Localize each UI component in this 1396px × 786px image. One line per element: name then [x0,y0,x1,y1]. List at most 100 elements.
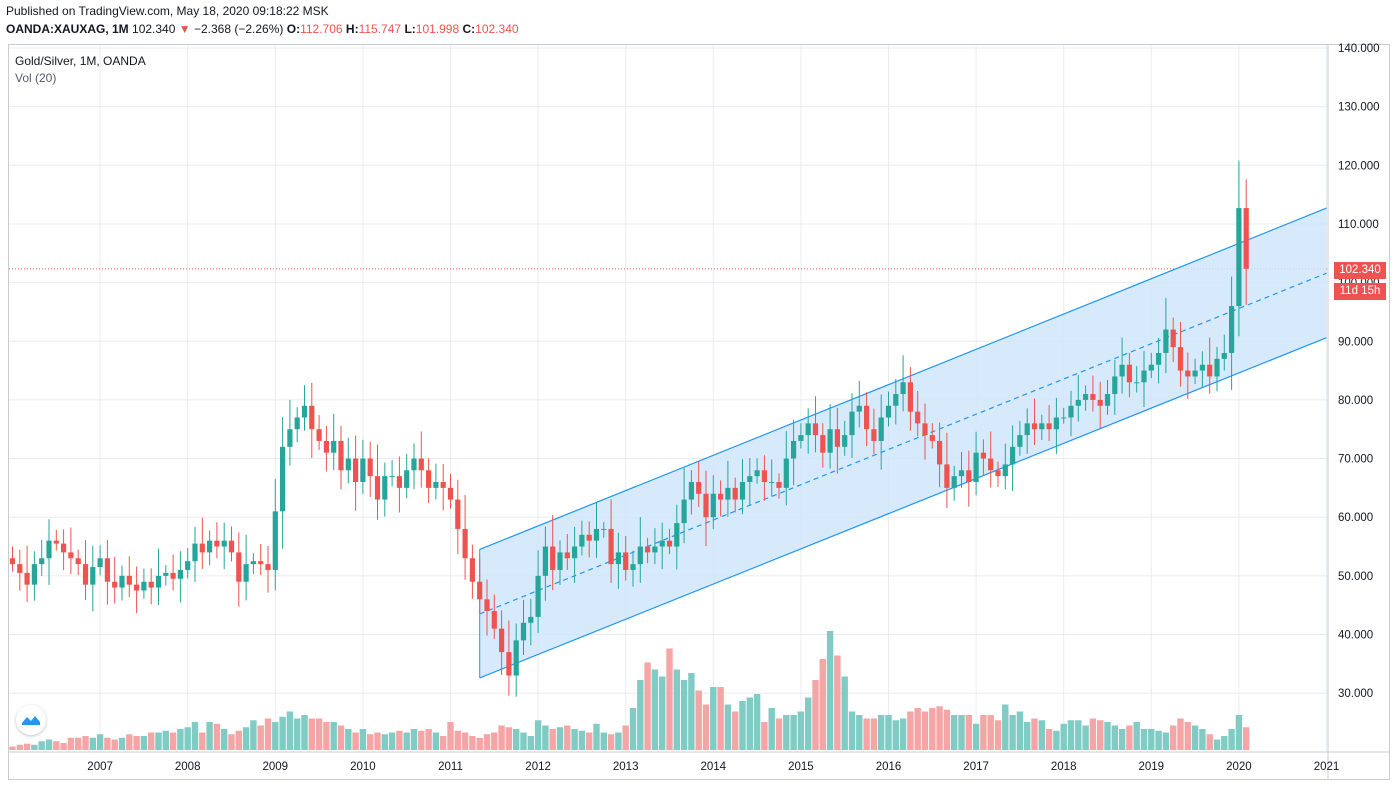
candle-body [53,540,59,544]
volume-bar [257,725,264,750]
change-arrow-icon: ▼ [178,22,191,36]
volume-bar [75,737,82,750]
candle-body [46,540,52,559]
volume-bar [221,729,228,750]
regression-channel [479,207,1327,679]
candle-body [404,470,410,488]
volume-bar [622,725,629,750]
time-axis: 2007 2008 2009 2010 2011 2012 2013 2014 2015 2016… [9,751,1389,773]
volume-bar [1075,720,1082,750]
candle-body [170,572,176,579]
price-tick-label: 70.000 [1338,454,1373,466]
candle-body [718,493,724,500]
candle-body [980,452,986,459]
candle-body [119,575,125,588]
candle-body [104,558,110,582]
candle-body [776,482,782,488]
volume-bar [578,730,586,750]
candle-body [557,552,563,570]
price-tick-label: 40.000 [1338,630,1373,642]
candle-body [915,411,921,424]
candle-body [418,458,424,471]
candle-body [944,464,950,488]
legend-indicator[interactable]: Vol (20) [15,71,57,85]
candle-body [426,470,432,488]
candle-body [243,564,249,582]
candle-body [1097,399,1103,406]
volume-bar [403,732,410,750]
volume-bar [396,730,403,750]
volume-bar [206,722,213,750]
candle-body [1199,364,1205,371]
candle-body [1207,364,1213,377]
chart-frame[interactable] [8,44,1390,780]
volume-bar [710,687,717,750]
candle-body [710,493,716,518]
tradingview-logo-icon[interactable] [16,705,46,735]
volume-bar [1118,729,1126,750]
volume-bar [213,723,221,750]
volume-bar [301,715,308,750]
volume-bar [1126,725,1133,750]
volume-bar [637,680,644,750]
candle-body [141,581,147,591]
volume-bar [388,732,396,750]
candle-body [1170,329,1176,348]
volume-bar [1067,720,1075,750]
candle-body [754,470,760,477]
volume-bar [856,715,863,750]
volume-bar [1133,722,1140,750]
candle-body [477,581,483,600]
candle-body [90,567,96,585]
volume-bar [1170,725,1177,750]
close-label: C: [462,22,476,36]
volume-bar [1045,729,1053,750]
candle-body [812,423,819,436]
volume-bar [753,694,761,750]
year-tick-label: 2013 [613,761,639,773]
volume-bar [717,687,724,750]
candle-body [360,458,366,483]
candle-body [228,540,235,553]
candle-body [849,411,855,436]
legend-title[interactable]: Gold/Silver, 1M, OANDA [15,54,146,68]
bar-countdown-tag: 11d 15h [1334,283,1386,300]
candle-body [958,470,965,477]
volume-bar [878,715,885,750]
volume-bar [104,737,111,750]
volume-bar [155,732,162,750]
volume-bar [367,734,374,750]
candle-body [82,564,89,585]
year-tick-label: 2007 [87,761,113,773]
volume-bar [666,648,673,750]
candle-body [155,575,162,588]
volume-bar [673,669,680,750]
volume-bar [53,741,60,750]
volume-bar [96,734,104,750]
candle-body [856,405,862,412]
candle-body [39,558,45,565]
candle-body [1039,423,1045,430]
candle-body [301,405,308,418]
candle-body [440,482,446,488]
candle-body [97,558,103,568]
volume-bar [987,715,994,750]
volume-bar [564,725,571,750]
volume-bar [629,708,637,750]
low-value: 101.998 [415,22,460,36]
volume-bar [286,711,294,750]
candle-body [732,487,738,500]
volume-bar [461,732,469,750]
volume-bar [228,734,235,750]
candle-body [1243,208,1249,269]
candle-body [447,487,454,500]
volume-bar [323,722,330,750]
price-tick-label: 130.000 [1338,102,1380,114]
candle-body [615,552,621,565]
volume-bar [199,732,206,750]
candle-body [871,429,877,441]
volume-bar [9,746,16,750]
candle-body [250,561,256,565]
candle-body [338,440,344,471]
